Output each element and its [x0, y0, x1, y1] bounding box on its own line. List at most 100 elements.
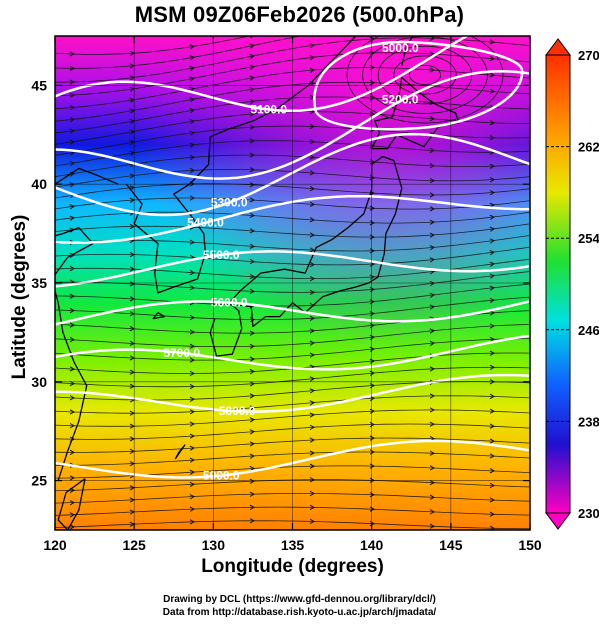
streamline-arrow: [489, 250, 496, 256]
streamline-arrow: [430, 21, 434, 25]
streamline-arrow: [69, 161, 76, 167]
streamline-arrow: [249, 369, 256, 375]
streamline-arrow: [189, 285, 196, 291]
contour-label: 5300.0: [211, 196, 248, 210]
streamline-arrow: [249, 111, 256, 117]
streamline: [55, 493, 530, 504]
streamline-arrow: [189, 65, 196, 72]
streamline-arrow: [69, 423, 76, 429]
streamline-arrow: [249, 138, 256, 144]
streamline-arrow: [69, 449, 76, 455]
contour-label: 5000.0: [382, 41, 419, 55]
streamline-arrow: [489, 163, 496, 169]
y-tick-label: 45: [31, 77, 47, 93]
streamline: [55, 67, 530, 110]
streamline-arrow: [189, 329, 196, 335]
streamline-arrow: [309, 412, 316, 418]
streamline-arrow: [189, 269, 196, 276]
streamline-arrow: [429, 465, 436, 471]
streamline-arrow: [249, 453, 256, 459]
colorbar-bottom-arrow: [545, 512, 571, 530]
streamline-arrow: [489, 190, 496, 196]
streamline-arrow: [489, 202, 496, 208]
streamline-arrow: [249, 212, 256, 218]
streamline-arrow: [249, 381, 256, 387]
streamline-arrow: [249, 87, 256, 93]
streamline: [55, 479, 530, 492]
streamline-arrow: [249, 243, 256, 249]
streamline-arrow: [249, 64, 256, 70]
x-tick-label: 145: [439, 537, 463, 553]
streamline-arrow: [309, 43, 316, 49]
streamline-arrow: [309, 139, 316, 145]
streamline-arrow: [249, 491, 256, 497]
streamline-arrow: [490, 7, 494, 11]
streamline-arrow: [189, 383, 196, 390]
streamline: [55, 96, 530, 134]
streamline-arrow: [189, 421, 196, 427]
y-tick-label: 30: [31, 374, 47, 390]
streamline: [55, 52, 530, 97]
y-tick-label: 25: [31, 473, 47, 489]
colorbar-label: 246: [578, 323, 599, 338]
streamline-arrow: [189, 119, 196, 125]
coast-japan: [209, 155, 403, 357]
streamline-arrow: [189, 481, 196, 488]
streamline-arrow: [489, 350, 496, 356]
streamline-arrow: [69, 395, 76, 401]
streamline-arrow: [429, 232, 436, 238]
streamline-arrow: [429, 245, 436, 251]
streamline-arrow: [249, 167, 256, 173]
streamline: [55, 125, 530, 156]
low-swirl: [393, 55, 457, 95]
streamline-arrow: [489, 323, 496, 329]
streamline-arrow: [189, 86, 196, 92]
streamline-arrow: [309, 289, 316, 295]
streamline-arrow: [249, 288, 256, 294]
streamline-arrow: [249, 258, 256, 265]
streamline-arrow: [69, 139, 76, 145]
y-axis: 25 30 35 40 45: [31, 77, 530, 489]
streamline-arrow: [429, 479, 436, 486]
streamline-arrow: [489, 226, 496, 232]
x-tick-label: 140: [360, 537, 384, 553]
streamline-arrow: [429, 292, 436, 298]
streamline: [55, 168, 530, 188]
streamline-arrow: [490, 23, 494, 27]
streamline: [55, 520, 530, 530]
map-panel: 5000.0 5100.0 5200.0 5300.0 5400.0 5500.0 5600…: [31, 7, 599, 553]
streamline: [55, 465, 530, 479]
streamline-arrow: [489, 135, 496, 141]
streamline-arrow: [429, 340, 436, 346]
streamline-arrow: [489, 177, 496, 183]
streamline-arrow: [309, 232, 316, 238]
streamline-arrow: [69, 171, 76, 177]
streamline-arrow: [189, 130, 196, 136]
streamline-arrow: [69, 65, 76, 71]
streamline-arrow: [69, 128, 76, 134]
streamline-arrow: [249, 330, 256, 336]
streamline-arrow: [189, 97, 196, 103]
colorbar-label: 262: [578, 140, 599, 155]
streamline-arrow: [489, 285, 496, 291]
streamline-arrow: [189, 469, 196, 475]
streamline-arrow: [189, 76, 196, 82]
streamline: [55, 211, 530, 224]
streamline-arrow: [489, 310, 496, 316]
streamline-arrow: [429, 523, 436, 529]
streamline-arrow: [69, 337, 76, 343]
colorbar-label: 230: [578, 506, 599, 521]
streamline-arrow: [249, 182, 256, 188]
streamline-arrow: [249, 316, 256, 323]
streamline-arrow: [189, 239, 196, 245]
drawing-credit: Drawing by DCL (https://www.gfd-dennou.o…: [163, 594, 436, 605]
streamline-arrow: [309, 185, 316, 192]
x-axis: 120 125 130 135 140 145 150: [43, 36, 542, 553]
coast-okinawa: [174, 444, 186, 460]
contour-label: 5500.0: [203, 248, 240, 262]
y-tick-label: 35: [31, 275, 47, 291]
streamline-arrow: [249, 466, 256, 472]
streamline-arrow: [189, 519, 196, 525]
streamline-arrow: [429, 257, 436, 263]
streamline-arrow: [189, 409, 196, 415]
